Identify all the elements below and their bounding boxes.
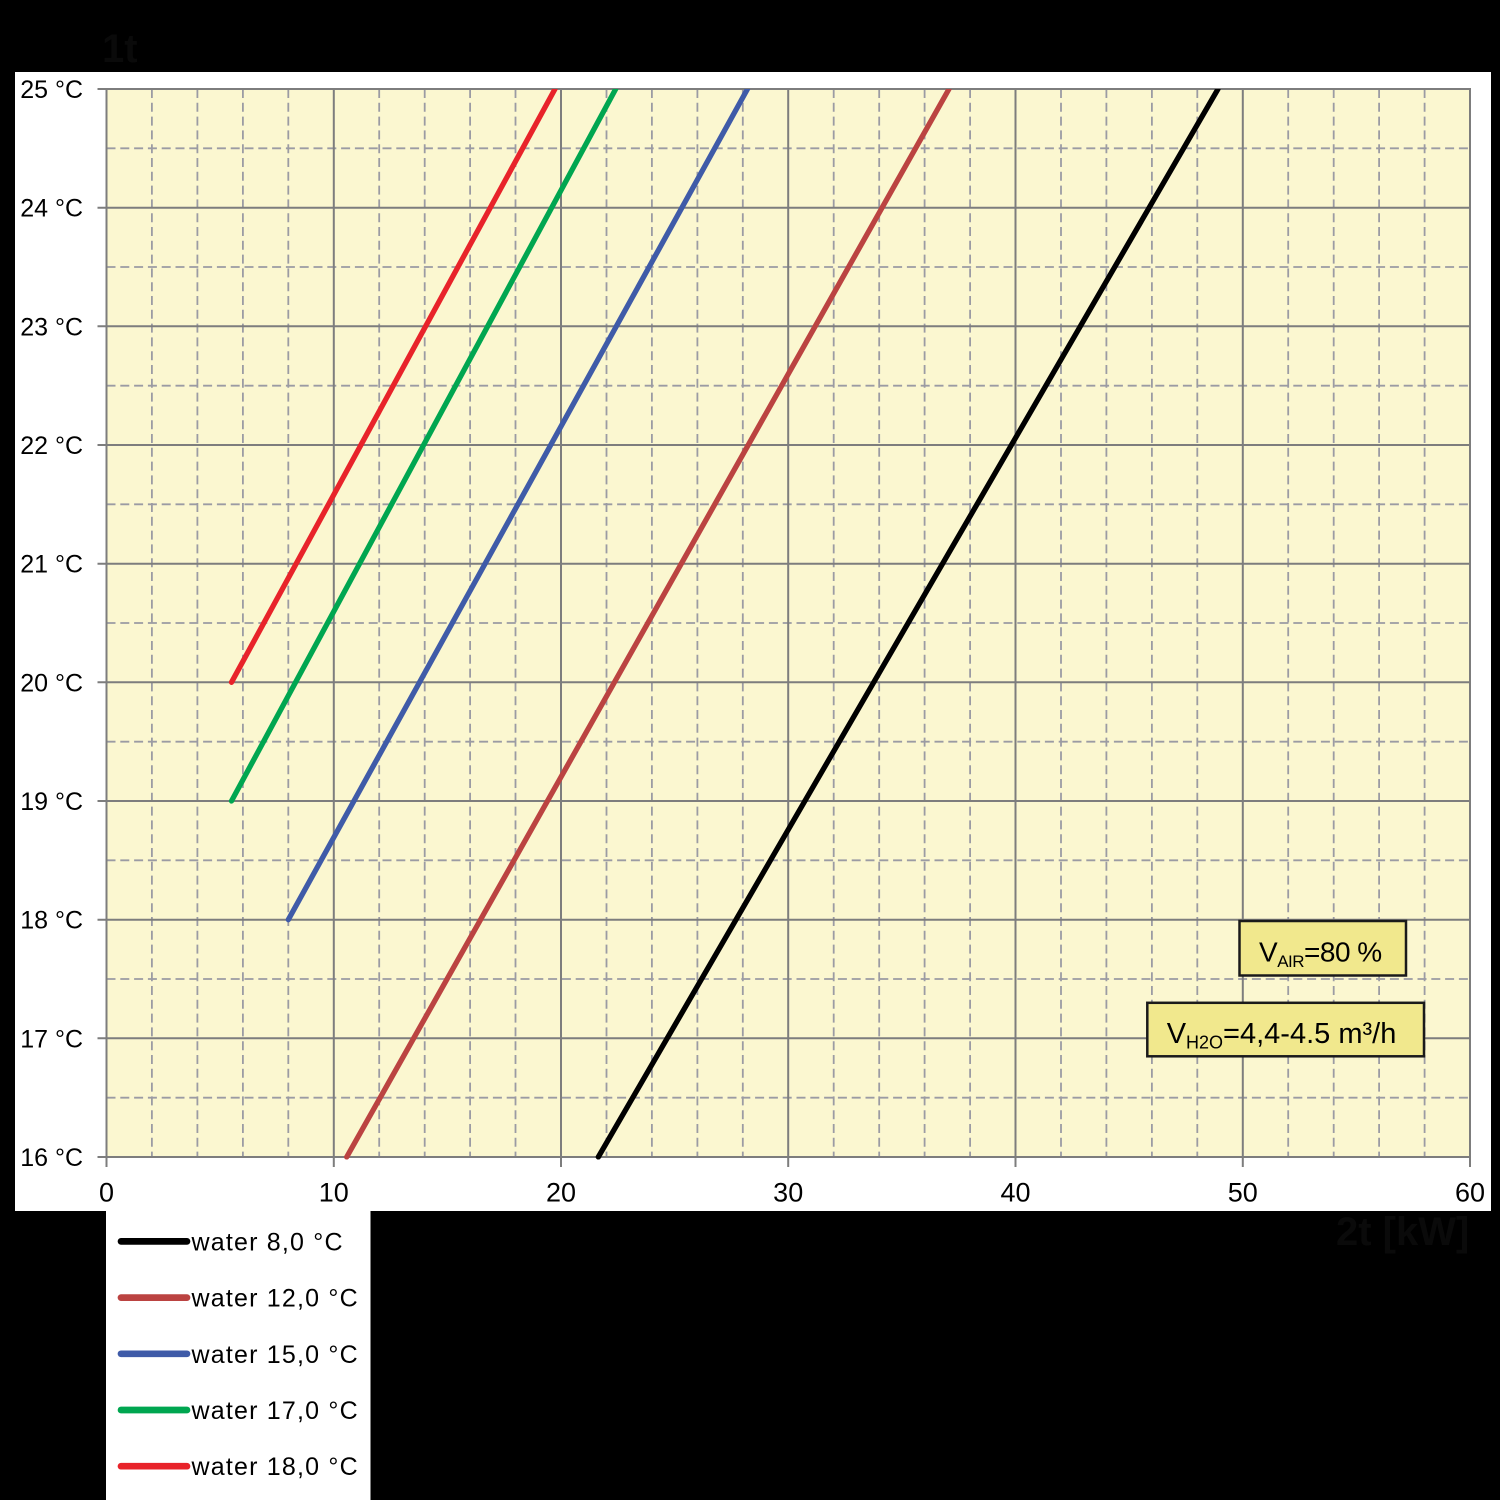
svg-text:25 °C: 25 °C bbox=[20, 76, 83, 104]
svg-text:50: 50 bbox=[1228, 1178, 1258, 1208]
svg-text:water 12,0 °C: water 12,0 °C bbox=[191, 1285, 359, 1313]
svg-text:21 °C: 21 °C bbox=[20, 551, 83, 579]
svg-text:18 °C: 18 °C bbox=[20, 907, 83, 935]
svg-text:2t [kW]: 2t [kW] bbox=[1336, 1210, 1469, 1254]
svg-text:10: 10 bbox=[319, 1178, 349, 1208]
svg-text:22 °C: 22 °C bbox=[20, 432, 83, 460]
svg-text:23 °C: 23 °C bbox=[20, 313, 83, 341]
svg-text:30: 30 bbox=[773, 1178, 803, 1208]
svg-text:40: 40 bbox=[1000, 1178, 1030, 1208]
svg-text:19 °C: 19 °C bbox=[20, 788, 83, 816]
svg-text:20: 20 bbox=[546, 1178, 576, 1208]
svg-text:water 18,0 °C: water 18,0 °C bbox=[191, 1453, 359, 1481]
svg-text:24 °C: 24 °C bbox=[20, 195, 83, 223]
svg-text:water 17,0 °C: water 17,0 °C bbox=[191, 1397, 359, 1425]
svg-text:16 °C: 16 °C bbox=[20, 1144, 83, 1172]
svg-text:0: 0 bbox=[99, 1178, 114, 1208]
svg-text:water 15,0 °C: water 15,0 °C bbox=[191, 1341, 359, 1369]
svg-text:20 °C: 20 °C bbox=[20, 669, 83, 697]
svg-text:1t: 1t bbox=[102, 27, 138, 71]
svg-text:water 8,0 °C: water 8,0 °C bbox=[191, 1228, 344, 1256]
svg-text:60: 60 bbox=[1455, 1178, 1485, 1208]
svg-text:17 °C: 17 °C bbox=[20, 1025, 83, 1053]
